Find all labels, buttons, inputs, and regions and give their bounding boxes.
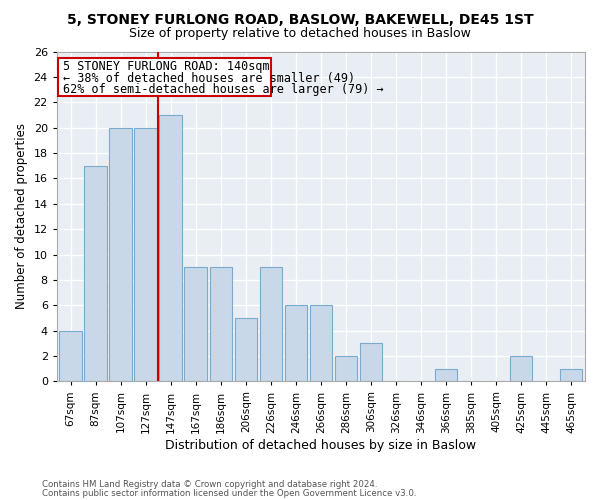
Bar [360, 344, 382, 382]
Text: ← 38% of detached houses are smaller (49): ← 38% of detached houses are smaller (49… [63, 72, 355, 85]
Text: Contains HM Land Registry data © Crown copyright and database right 2024.: Contains HM Land Registry data © Crown c… [42, 480, 377, 489]
Bar [260, 267, 282, 382]
Bar [510, 356, 532, 382]
Bar [284, 306, 307, 382]
Bar [435, 368, 457, 382]
Bar [58, 58, 271, 96]
Bar [209, 267, 232, 382]
Text: 62% of semi-detached houses are larger (79) →: 62% of semi-detached houses are larger (… [63, 83, 384, 96]
Text: 5 STONEY FURLONG ROAD: 140sqm: 5 STONEY FURLONG ROAD: 140sqm [63, 60, 270, 73]
Bar [59, 330, 82, 382]
Bar [335, 356, 357, 382]
Bar [235, 318, 257, 382]
X-axis label: Distribution of detached houses by size in Baslow: Distribution of detached houses by size … [166, 440, 476, 452]
Bar [134, 128, 157, 382]
Bar [310, 306, 332, 382]
Bar [160, 115, 182, 382]
Text: Size of property relative to detached houses in Baslow: Size of property relative to detached ho… [129, 28, 471, 40]
Text: Contains public sector information licensed under the Open Government Licence v3: Contains public sector information licen… [42, 488, 416, 498]
Bar [560, 368, 583, 382]
Y-axis label: Number of detached properties: Number of detached properties [15, 124, 28, 310]
Text: 5, STONEY FURLONG ROAD, BASLOW, BAKEWELL, DE45 1ST: 5, STONEY FURLONG ROAD, BASLOW, BAKEWELL… [67, 12, 533, 26]
Bar [184, 267, 207, 382]
Bar [85, 166, 107, 382]
Bar [109, 128, 132, 382]
